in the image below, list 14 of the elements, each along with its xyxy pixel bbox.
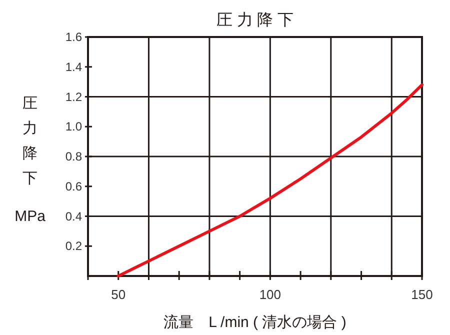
y-tick-label: 0.2 xyxy=(65,239,82,254)
y-tick-label: 0.8 xyxy=(65,150,82,164)
y-tick-label: 0.4 xyxy=(65,209,82,224)
y-tick-label: 1.2 xyxy=(65,90,82,104)
y-tick-label: 1.0 xyxy=(65,120,82,134)
y-tick-label: 0.6 xyxy=(65,179,82,194)
y-tick-label: 1.4 xyxy=(65,60,82,74)
x-tick-label: 150 xyxy=(411,287,433,302)
x-tick-label: 50 xyxy=(111,287,126,302)
y-tick-label: 1.6 xyxy=(65,30,82,44)
chart-title: 圧 力 降 下 xyxy=(216,11,294,29)
x-tick-label: 100 xyxy=(259,287,282,302)
x-axis-title: 流量 L /min ( 清水の場合 ) xyxy=(164,314,346,331)
text: 圧力降下 MPa xyxy=(14,95,46,225)
